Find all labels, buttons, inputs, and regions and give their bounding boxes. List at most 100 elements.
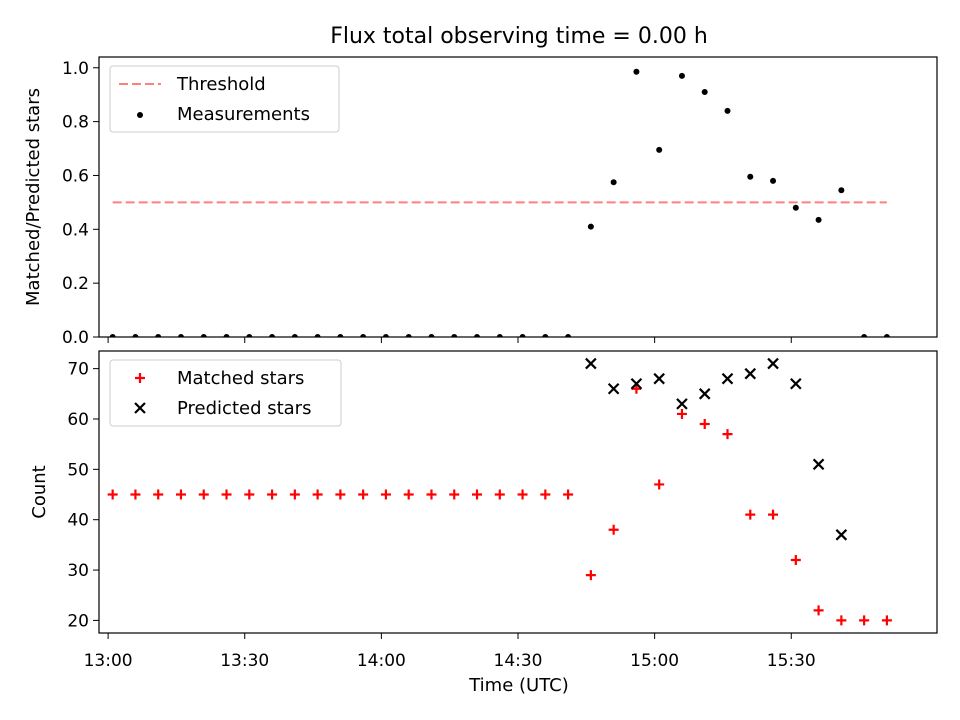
measurements-point: [678, 72, 685, 79]
y-tick-label: 20: [67, 611, 89, 631]
measurements-point: [838, 187, 845, 194]
matched-stars-point: [130, 489, 141, 500]
measurements-point: [747, 173, 754, 180]
x-tick-label: 15:00: [630, 651, 679, 671]
matched-stars-point: [608, 524, 619, 535]
matched-stars-point: [517, 489, 528, 500]
measurements-point: [861, 334, 868, 337]
matched-stars-point: [745, 509, 756, 520]
matched-stars-point: [335, 489, 346, 500]
matched-stars-point: [585, 570, 596, 581]
measurements-point: [200, 334, 207, 337]
measurements-point: [815, 216, 822, 223]
legend-frame: [109, 65, 340, 133]
measurements-point: [883, 334, 890, 337]
measurements-point: [155, 334, 162, 337]
predicted-stars-point: [630, 377, 643, 390]
matched-stars-point: [768, 509, 779, 520]
matched-stars-point: [813, 605, 824, 616]
predicted-stars-point: [767, 357, 779, 370]
predicted-stars-legend-label: Predicted stars: [177, 398, 311, 419]
matched-stars-point: [403, 489, 414, 500]
y-tick-label: 0.8: [62, 113, 89, 133]
measurements-point: [724, 107, 731, 114]
matched-stars-point: [654, 479, 665, 490]
measurements-point: [360, 334, 367, 337]
figure-title: Flux total observing time = 0.00 h: [330, 24, 708, 49]
matched-stars-point: [836, 615, 847, 626]
predicted-stars-legend-marker: [134, 402, 146, 414]
predicted-stars-point: [812, 458, 825, 471]
matched-stars-point: [540, 489, 551, 500]
measurements-point: [770, 177, 777, 184]
matched-stars-point: [631, 383, 642, 394]
bottom-panel: 20 30 40 50 60 70 Count Matched stars Predicted …: [29, 350, 938, 639]
measurements-point: [269, 334, 276, 337]
matched-stars-point: [563, 489, 574, 500]
legend: Threshold Measurements: [109, 65, 340, 133]
measurements-point: [246, 334, 253, 337]
measurements-point: [177, 334, 184, 337]
matched-stars-point: [107, 489, 118, 500]
matched-stars-point: [699, 419, 710, 430]
y-tick-label: 50: [67, 460, 89, 480]
measurements-point: [382, 334, 389, 337]
measurements-point: [565, 334, 572, 337]
measurements-point: [610, 179, 617, 186]
x-axis-label: Time (UTC): [468, 675, 569, 696]
matched-stars-legend-label: Matched stars: [177, 368, 304, 389]
axes-frame: [98, 56, 938, 338]
threshold-legend-label: Threshold: [176, 74, 266, 95]
measurements-legend-label: Measurements: [177, 104, 310, 125]
measurements-point: [542, 334, 549, 337]
matched-stars-point: [267, 489, 278, 500]
measurements-legend-marker: [137, 112, 143, 118]
legend: Matched stars Predicted stars: [109, 359, 342, 427]
matched-stars-point: [358, 489, 369, 500]
measurements-point: [109, 334, 116, 337]
measurements-point: [701, 89, 708, 95]
x-tick-label: 15:30: [767, 651, 816, 671]
predicted-stars-point: [790, 377, 802, 390]
measurements-point: [132, 334, 139, 337]
predicted-stars-point: [744, 367, 757, 380]
matched-stars-point: [881, 615, 892, 626]
matched-stars-point: [790, 554, 801, 565]
matched-stars-point: [472, 489, 483, 500]
matched-stars-point: [175, 489, 186, 500]
measurements-point: [314, 334, 321, 337]
predicted-stars-point: [676, 398, 688, 410]
predicted-stars-point: [721, 372, 734, 385]
matched-stars-point: [153, 489, 164, 500]
legend-frame: [109, 359, 342, 427]
matched-stars-point: [722, 429, 733, 440]
matched-stars-point: [289, 489, 300, 500]
measurements-point: [587, 223, 594, 230]
measurements-point: [474, 334, 481, 337]
x-tick-label: 13:30: [220, 651, 269, 671]
y-axis-label: Count: [29, 465, 50, 518]
matched-stars-point: [221, 489, 232, 500]
measurements-point: [519, 334, 526, 337]
predicted-stars-point: [653, 372, 665, 385]
y-tick-label: 0.0: [62, 328, 89, 348]
predicted-stars-point: [698, 388, 711, 400]
measurements-point: [656, 146, 663, 153]
measurements-point: [223, 334, 230, 337]
top-panel: 0.0 0.2 0.4 0.6 0.8 1.0 Matched/Predicted star…: [23, 56, 938, 348]
matched-stars-point: [494, 489, 505, 500]
matched-stars-point: [449, 489, 460, 500]
measurements-point: [451, 334, 458, 337]
predicted-stars-point: [585, 357, 597, 370]
measurements-point: [792, 204, 799, 211]
x-tick-label: 13:00: [84, 651, 133, 671]
measurements-point: [405, 334, 412, 337]
y-tick-label: 0.2: [62, 274, 89, 294]
y-tick-label: 30: [67, 561, 89, 581]
y-tick-label: 0.4: [62, 220, 89, 240]
y-axis-label: Matched/Predicted stars: [23, 88, 44, 306]
measurements-point: [291, 334, 298, 337]
plot-area: [109, 68, 890, 337]
matched-stars-point: [676, 408, 687, 419]
